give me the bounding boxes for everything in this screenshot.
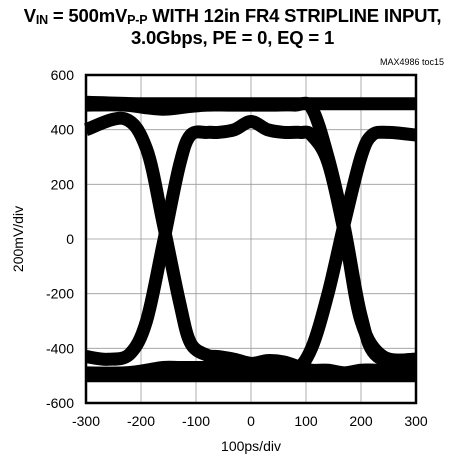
x-tick-label: 300: [404, 413, 428, 429]
y-tick-label: 200: [51, 176, 75, 192]
y-tick-label: 400: [51, 122, 75, 138]
y-tick-label: -400: [46, 340, 74, 356]
x-tick-label: -200: [127, 413, 155, 429]
y-tick-labels: 600 400 200 0 -200 -400 -600: [46, 67, 74, 411]
source-note: MAX4986 toc15: [379, 57, 444, 67]
eye-trace-4: [85, 95, 416, 111]
eye-trace-2: [85, 125, 417, 380]
plot-frame: [84, 73, 418, 405]
x-tick-labels: -300 -200 -100 0 100 200 300: [72, 413, 428, 429]
eye-traces: [83, 95, 417, 383]
x-tick-label: 200: [349, 413, 373, 429]
y-axis-label: 200mV/div: [10, 206, 26, 272]
y-tick-label: -200: [46, 286, 74, 302]
y-tick-label: 600: [51, 67, 75, 83]
x-tick-label: 0: [247, 413, 255, 429]
x-axis-label: 100ps/div: [221, 438, 281, 454]
x-tick-label: -300: [72, 413, 100, 429]
y-tick-label: 0: [66, 231, 74, 247]
chart-title-line-1: VIN = 500mVP-P WITH 12in FR4 STRIPLINE I…: [23, 5, 442, 28]
chart-title-line-2: 3.0Gbps, PE = 0, EQ = 1: [130, 27, 335, 48]
x-tick-label: 100: [294, 413, 318, 429]
y-tick-label: -600: [46, 395, 74, 411]
x-tick-label: -100: [182, 413, 210, 429]
